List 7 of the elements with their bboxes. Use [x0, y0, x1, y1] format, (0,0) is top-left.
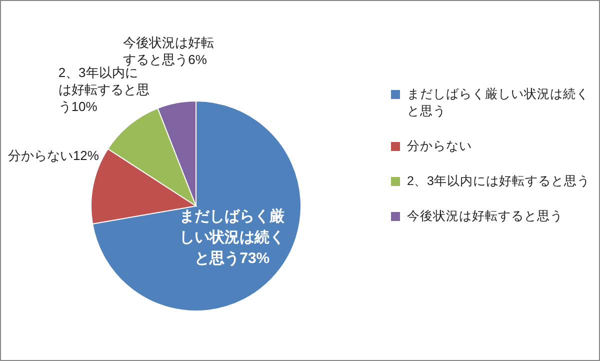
legend-label: まだしばらく厳しい状況は続くと思う	[407, 87, 589, 118]
data-label: 分からない12%	[8, 146, 100, 164]
data-label: まだしばらく厳しい状況は続くと思う73%	[178, 207, 286, 270]
legend-label: 分からない	[407, 139, 472, 153]
legend-label: 2、3年以内には好転すると思う	[407, 174, 590, 188]
data-label: 今後状況は好転すると思う6%	[123, 34, 216, 67]
legend-label: 今後状況は好転すると思う	[407, 209, 563, 223]
